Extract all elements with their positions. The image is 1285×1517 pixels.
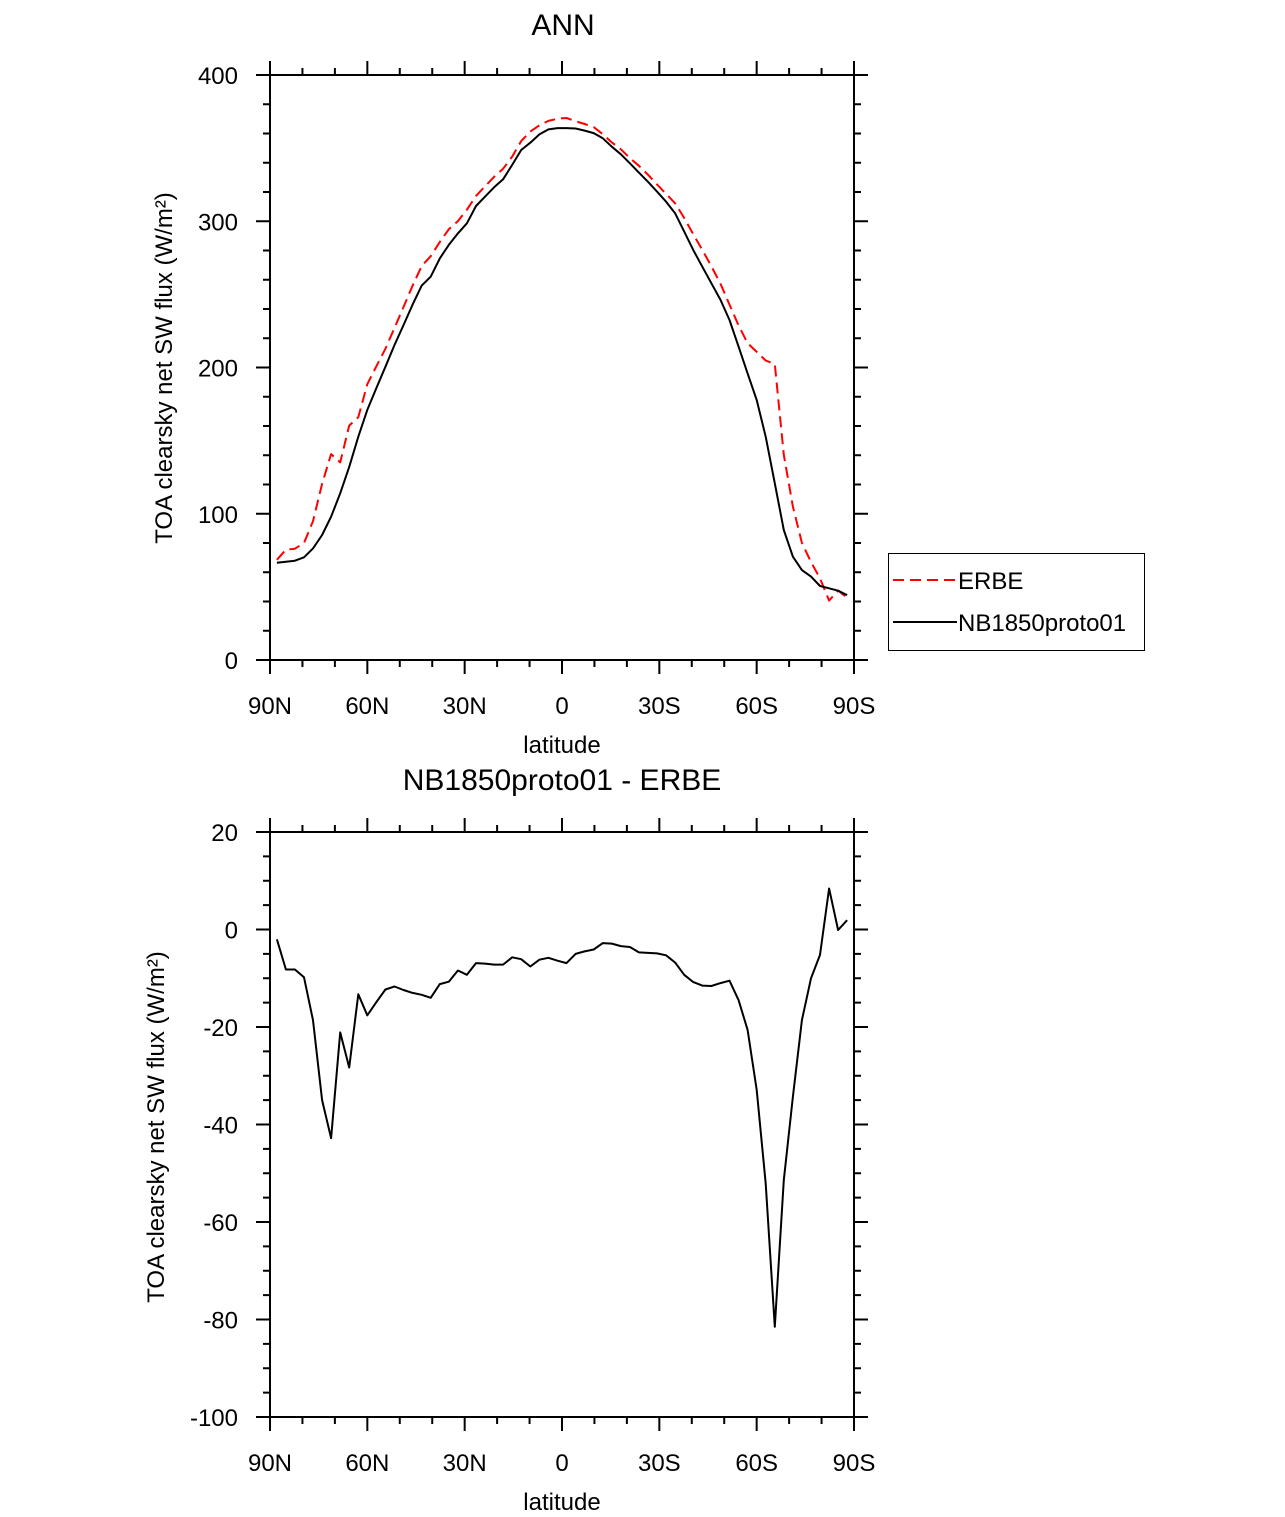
- series-line-nb1850proto01-erbe: [275, 887, 848, 1328]
- top-axes: 90N 60N 30N 0 30S 60S 90S 0 100 200 300 400: [198, 61, 875, 720]
- series-line-erbe: [276, 117, 848, 602]
- bottom-y-tick-label: 0: [225, 918, 238, 945]
- top-chart-title: ANN: [531, 9, 594, 42]
- top-plot-frame: [269, 74, 855, 661]
- top-x-tick-label: 60S: [735, 693, 778, 720]
- top-x-tick-label: 60N: [345, 693, 389, 720]
- bottom-x-tick-label: 60N: [345, 1450, 389, 1477]
- top-y-axis-label: TOA clearsky net SW flux (W/m²): [151, 192, 178, 544]
- top-x-tick-label: 30S: [638, 693, 681, 720]
- bottom-chart-title: NB1850proto01 - ERBE: [403, 764, 722, 797]
- top-panel: ANN TOA clearsky net SW flux (W/m²) lati…: [151, 9, 875, 759]
- top-x-tick-label: 90S: [833, 693, 876, 720]
- bottom-y-axis-label: TOA clearsky net SW flux (W/m²): [143, 951, 170, 1303]
- bottom-y-tick-label: -80: [203, 1308, 238, 1335]
- bottom-x-tick-label: 90S: [833, 1450, 876, 1477]
- top-y-tick-label: 400: [198, 63, 238, 90]
- bottom-y-tick-label: 20: [211, 820, 238, 847]
- top-x-tick-label: 0: [555, 693, 568, 720]
- legend-box: [888, 553, 1145, 651]
- legend-erbe-label: ERBE: [958, 568, 1023, 595]
- bottom-plot-frame: [269, 831, 855, 1418]
- bottom-x-tick-label: 30S: [638, 1450, 681, 1477]
- top-y-tick-label: 200: [198, 356, 238, 383]
- bottom-series-lines: [275, 887, 848, 1328]
- top-x-tick-label: 30N: [443, 693, 487, 720]
- bottom-x-tick-label: 30N: [443, 1450, 487, 1477]
- bottom-x-tick-label: 60S: [735, 1450, 778, 1477]
- top-x-axis-label: latitude: [523, 732, 600, 759]
- bottom-x-tick-label: 90N: [248, 1450, 292, 1477]
- top-y-tick-label: 300: [198, 209, 238, 236]
- bottom-x-axis-label: latitude: [523, 1489, 600, 1516]
- bottom-y-tick-label: -100: [190, 1405, 238, 1432]
- series-line-nb1850proto01: [276, 127, 848, 596]
- bottom-y-tick-label: -60: [203, 1210, 238, 1237]
- top-series-lines: [276, 117, 848, 602]
- top-y-tick-label: 100: [198, 502, 238, 529]
- top-x-tick-label: 90N: [248, 693, 292, 720]
- top-y-tick-label: 0: [225, 648, 238, 675]
- bottom-panel: NB1850proto01 - ERBE TOA clearsky net SW…: [143, 764, 875, 1516]
- bottom-y-tick-label: -20: [203, 1015, 238, 1042]
- legend: ERBE NB1850proto01: [888, 553, 1145, 651]
- bottom-y-tick-label: -40: [203, 1113, 238, 1140]
- bottom-x-tick-label: 0: [555, 1450, 568, 1477]
- bottom-axes: 90N 60N 30N 0 30S 60S 90S -100 -80 -60 -40 -20 0 20: [190, 818, 875, 1477]
- legend-model-label: NB1850proto01: [958, 610, 1126, 637]
